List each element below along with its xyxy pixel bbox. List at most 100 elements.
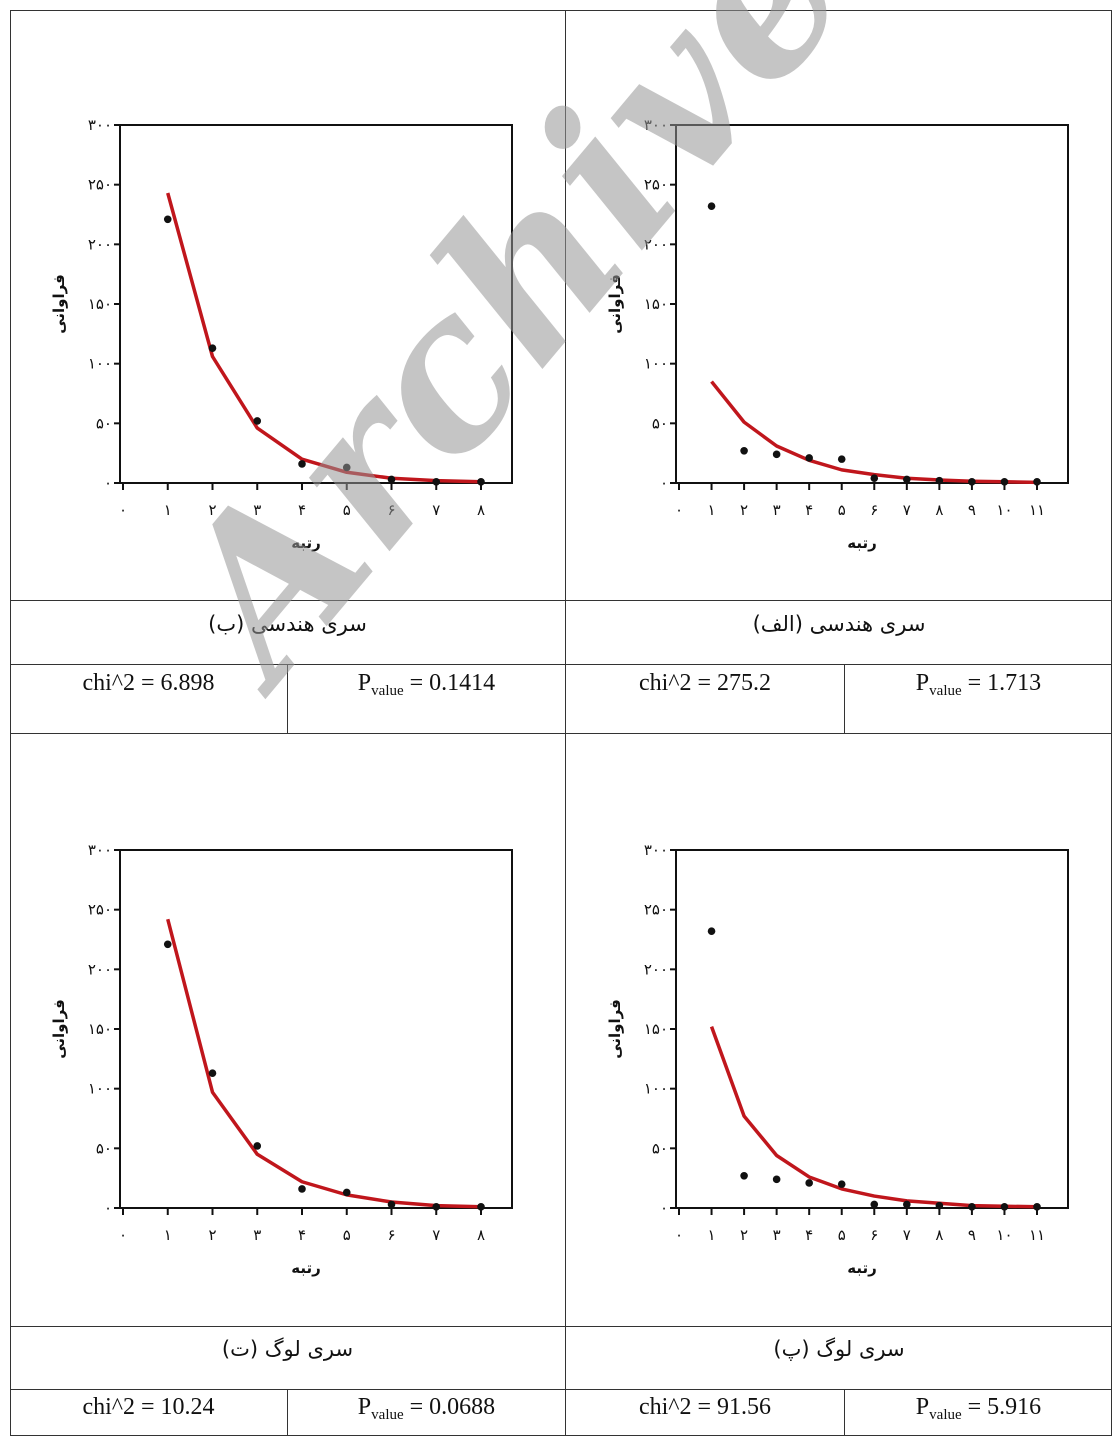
y-tick-label: ۱۰۰ (644, 1080, 668, 1098)
observed-point (432, 1203, 441, 1211)
table-divider-vertical-main (565, 10, 566, 1436)
observed-point (432, 478, 441, 486)
x-tick-label: ۵ (838, 1226, 846, 1244)
x-tick-label: ۳ (773, 1226, 781, 1244)
observed-point (805, 1179, 813, 1187)
y-tick-label: ۵۰ (652, 414, 668, 432)
x-tick-label: ۱ (708, 1226, 716, 1244)
y-tick-label: ۲۵۰ (644, 176, 668, 194)
y-tick-label: ۲۰۰ (644, 960, 668, 978)
observed-point (342, 1188, 351, 1197)
y-tick-label: ۰ (104, 1199, 112, 1217)
x-tick-label: ۱۱ (1029, 1226, 1045, 1244)
stat-divider-left-2 (287, 1389, 288, 1436)
chart-te: ۰ ۵۰ ۱۰۰ ۱۵۰ ۲۰۰ ۲۵۰ ۳۰۰ ۰ ۱ ۲ ۳ ۴ ۵ ۶ ۷ ۸ رتبه فراوانی (50, 841, 513, 1277)
x-tick-label: ۱ (164, 1226, 172, 1244)
y-tick-label: ۱۰۰ (88, 1080, 112, 1098)
x-tick-label: ۱۰ (996, 1226, 1012, 1244)
y-tick-label: ۲۵۰ (88, 901, 112, 919)
x-tick-label: ۶ (870, 1226, 878, 1244)
x-tick-label: ۷ (903, 1226, 911, 1244)
y-tick-label: ۵۰ (96, 414, 112, 432)
plot-area (675, 124, 1069, 484)
y-axis-label: فراوانی (50, 274, 68, 334)
x-tick-label: ۸ (477, 501, 485, 519)
x-tick-label: ۴ (805, 1226, 813, 1244)
fitted-curve (166, 192, 482, 484)
observed-point (968, 478, 976, 486)
y-tick-label: ۱۵۰ (88, 1020, 112, 1038)
chart-alef: ۰ ۵۰ ۱۰۰ ۱۵۰ ۲۰۰ ۲۵۰ ۳۰۰ ۰ ۱ ۲ ۳ ۴ ۵ ۶ ۷ ۸ ۹ ۱۰ ۱۱ رتبه فراو… (606, 116, 1069, 552)
x-tick-label: ۱۰ (996, 501, 1012, 519)
y-tick-label: ۳۰۰ (644, 116, 668, 134)
y-tick-label: ۱۵۰ (88, 295, 112, 313)
observed-point (298, 460, 306, 468)
x-tick-label: ۷ (432, 1226, 440, 1244)
p-value-be: Pvalue = 0.1414 (357, 670, 496, 699)
x-tick-label: ۴ (805, 501, 813, 519)
x-tick-label: ۶ (870, 501, 878, 519)
observed-point (208, 344, 217, 352)
x-tick-label: ۶ (387, 501, 395, 519)
stat-divider-right-1 (844, 664, 845, 733)
y-tick-label: ۱۰۰ (644, 355, 668, 373)
observed-point (837, 455, 846, 463)
x-tick-label: ۲ (208, 501, 216, 519)
y-axis-label: فراوانی (50, 999, 68, 1059)
y-tick-label: ۵۰ (96, 1139, 112, 1157)
table-divider-stat-top-1 (10, 664, 1112, 665)
observed-point (968, 1203, 976, 1211)
observed-point (707, 202, 716, 210)
y-tick-label: ۲۰۰ (644, 235, 668, 253)
y-tick-label: ۲۰۰ (88, 235, 112, 253)
observed-point (477, 1203, 485, 1211)
observed-point (163, 940, 172, 949)
x-axis-label: رتبه (291, 1259, 321, 1277)
x-tick-label: ۹ (968, 501, 976, 519)
x-tick-label: ۱۱ (1029, 501, 1045, 519)
caption-be: سری هندسی (ب) (208, 612, 367, 636)
x-axis-label: رتبه (291, 534, 321, 552)
y-tick-label: ۳۰۰ (88, 116, 112, 134)
observed-point (253, 417, 262, 425)
x-tick-label: ۵ (838, 501, 846, 519)
fitted-curve (166, 918, 482, 1209)
figure-table (10, 10, 1112, 1436)
observed-point (1000, 1203, 1009, 1211)
x-tick-label: ۳ (253, 501, 261, 519)
x-tick-label: ۰ (119, 501, 127, 519)
observed-point (163, 215, 172, 224)
stat-divider-right-2 (844, 1389, 845, 1436)
x-tick-label: ۲ (208, 1226, 216, 1244)
y-tick-label: ۳۰۰ (644, 841, 668, 859)
observed-point (935, 476, 944, 485)
x-tick-label: ۴ (298, 1226, 306, 1244)
observed-point (1033, 1203, 1041, 1211)
caption-te: سری لوگ (ت) (221, 1337, 354, 1361)
table-divider-stat-top-2 (10, 1389, 1112, 1390)
x-axis-label: رتبه (847, 534, 877, 552)
x-tick-label: ۰ (119, 1226, 127, 1244)
p-value-alef: Pvalue = 1.713 (915, 670, 1042, 699)
y-tick-label: ۵۰ (652, 1139, 668, 1157)
x-tick-label: ۳ (253, 1226, 261, 1244)
caption-alef: سری هندسی (الف) (752, 612, 926, 636)
x-tick-label: ۸ (477, 1226, 485, 1244)
observed-point (342, 463, 351, 472)
x-tick-label: ۲ (740, 1226, 748, 1244)
y-tick-label: ۱۰۰ (88, 355, 112, 373)
chi-square-te: chi^2 = 10.24 (82, 1394, 215, 1420)
y-tick-label: ۲۵۰ (88, 176, 112, 194)
observed-point (740, 446, 748, 455)
observed-point (772, 1175, 781, 1184)
observed-point (1000, 478, 1009, 486)
observed-point (772, 450, 781, 459)
x-tick-label: ۱ (164, 501, 172, 519)
y-tick-label: ۱۵۰ (644, 1020, 668, 1038)
y-tick-label: ۲۵۰ (644, 901, 668, 919)
y-tick-label: ۳۰۰ (88, 841, 112, 859)
observed-point (1033, 478, 1041, 486)
x-tick-label: ۹ (968, 1226, 976, 1244)
observed-point (903, 1200, 911, 1209)
observed-point (935, 1201, 944, 1210)
